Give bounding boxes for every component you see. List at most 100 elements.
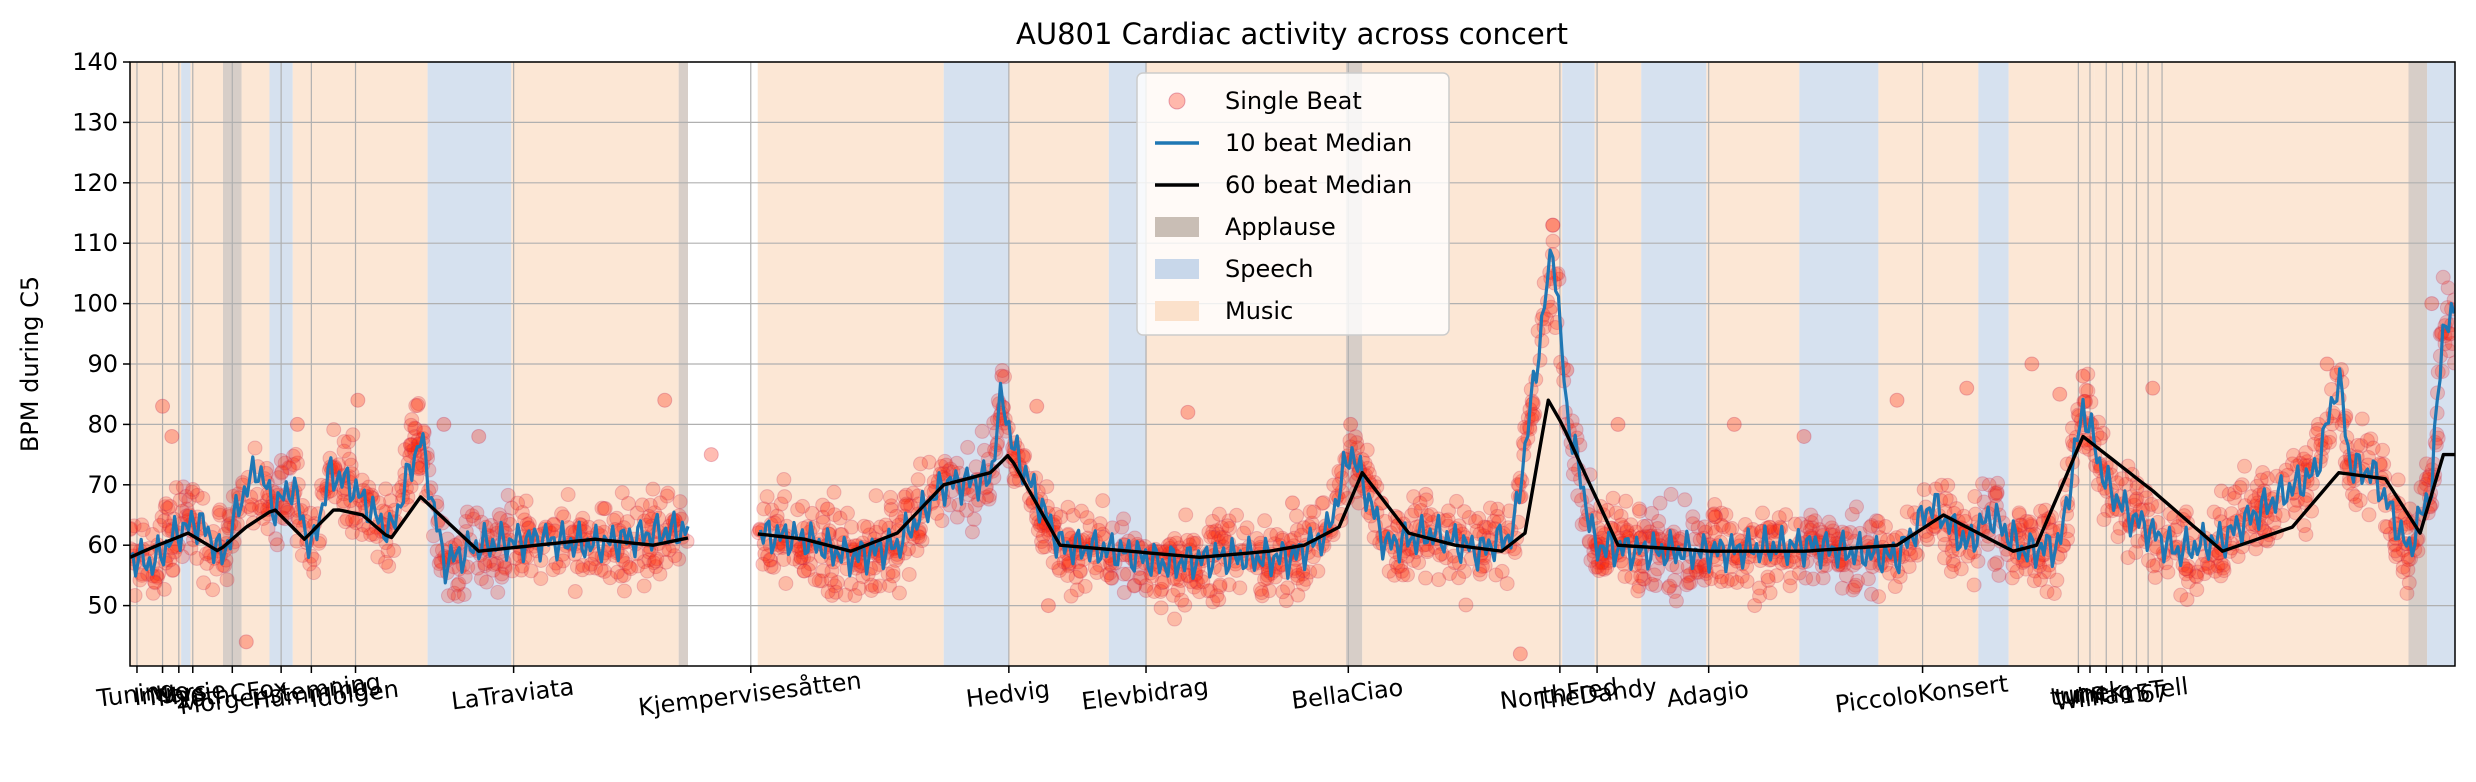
y-tick-label: 100: [72, 290, 118, 318]
single-beat-point: [1395, 567, 1411, 583]
legend-marker-music: [1155, 301, 1199, 321]
single-beat-point: [1803, 514, 1819, 530]
single-beat-point: [1610, 416, 1626, 432]
single-beat-point: [1909, 547, 1925, 563]
single-beat-point: [2149, 557, 2165, 573]
single-beat-point: [1960, 548, 1976, 564]
single-beat-point: [1486, 513, 1502, 529]
single-beat-point: [597, 501, 613, 517]
single-beat-point: [1652, 495, 1668, 511]
single-beat-point: [279, 502, 295, 518]
single-beat-point: [288, 446, 304, 462]
single-beat-point: [545, 562, 561, 578]
single-beat-point: [2390, 472, 2406, 488]
single-beat-point: [178, 488, 194, 504]
single-beat-point: [2112, 520, 2128, 536]
single-beat-point: [1298, 571, 1314, 587]
single-beat-point: [1343, 416, 1359, 432]
single-beat-point: [1153, 584, 1169, 600]
single-beat-point: [1411, 555, 1427, 571]
single-beat-point: [2181, 563, 2197, 579]
single-beat-point: [1868, 513, 1884, 529]
single-beat-point: [804, 505, 820, 521]
legend-label: Speech: [1225, 255, 1313, 283]
single-beat-point: [1949, 501, 1965, 517]
single-beat-point: [1719, 573, 1735, 589]
single-beat-point: [2173, 587, 2189, 603]
single-beat-point: [826, 484, 842, 500]
single-beat-point: [1476, 519, 1492, 535]
single-beat-point: [2039, 584, 2055, 600]
single-beat-point: [219, 572, 235, 588]
single-beat-point: [844, 519, 860, 535]
single-beat-point: [839, 505, 855, 521]
single-beat-point: [497, 559, 513, 575]
single-beat-point: [348, 515, 364, 531]
single-beat-point: [667, 548, 683, 564]
single-beat-point: [451, 576, 467, 592]
single-beat-point: [1661, 580, 1677, 596]
single-beat-point: [1771, 510, 1787, 526]
single-beat-point: [1082, 518, 1098, 534]
single-beat-point: [2379, 519, 2395, 535]
single-beat-point: [473, 571, 489, 587]
single-beat-point: [486, 556, 502, 572]
single-beat-point: [1713, 505, 1729, 521]
single-beat-point: [1471, 510, 1487, 526]
single-beat-point: [949, 509, 965, 525]
single-beat-point: [2376, 456, 2392, 472]
single-beat-point: [1834, 580, 1850, 596]
single-beat-point: [823, 572, 839, 588]
single-beat-point: [1681, 575, 1697, 591]
single-beat-point: [1679, 577, 1695, 593]
single-beat-point: [2298, 526, 2314, 542]
y-tick-label: 70: [87, 471, 118, 499]
single-beat-point: [755, 556, 771, 572]
single-beat-point: [337, 514, 353, 530]
single-beat-point: [485, 562, 501, 578]
single-beat-point: [2227, 484, 2243, 500]
single-beat-point: [1458, 597, 1474, 613]
single-beat-point: [459, 504, 475, 520]
single-beat-point: [311, 535, 327, 551]
single-beat-point: [533, 571, 549, 587]
single-beat-point: [2344, 486, 2360, 502]
single-beat-point: [574, 562, 590, 578]
single-beat-point: [1881, 565, 1897, 581]
single-beat-point: [285, 457, 301, 473]
single-beat-point: [1981, 477, 1997, 493]
single-beat-point: [238, 634, 254, 650]
single-beat-point: [1632, 503, 1648, 519]
single-beat-point: [903, 498, 919, 514]
single-beat-point: [1138, 582, 1154, 598]
single-beat-point: [336, 443, 352, 459]
single-beat-point: [407, 420, 423, 436]
single-beat-point: [1030, 522, 1046, 538]
single-beat-point: [306, 551, 322, 567]
single-beat-point: [2196, 566, 2212, 582]
single-beat-point: [1778, 507, 1794, 523]
single-beat-point: [1698, 566, 1714, 582]
single-beat-point: [1212, 577, 1228, 593]
single-beat-point: [1847, 579, 1863, 595]
single-beat-point: [1289, 508, 1305, 524]
single-beat-point: [913, 456, 929, 472]
single-beat-point: [645, 481, 661, 497]
legend-label: Applause: [1225, 213, 1336, 241]
single-beat-point: [914, 533, 930, 549]
single-beat-point: [2395, 564, 2411, 580]
single-beat-point: [2221, 486, 2237, 502]
single-beat-point: [796, 563, 812, 579]
single-beat-point: [1667, 572, 1683, 588]
single-beat-point: [1412, 495, 1428, 511]
single-beat-point: [1594, 561, 1610, 577]
single-beat-point: [636, 578, 652, 594]
single-beat-point: [1451, 570, 1467, 586]
single-beat-point: [2395, 559, 2411, 575]
single-beat-point: [672, 494, 688, 510]
single-beat-point: [1752, 588, 1768, 604]
single-beat-point: [1119, 566, 1135, 582]
single-beat-point: [175, 479, 191, 495]
single-beat-point: [165, 562, 181, 578]
single-beat-point: [1177, 597, 1193, 613]
